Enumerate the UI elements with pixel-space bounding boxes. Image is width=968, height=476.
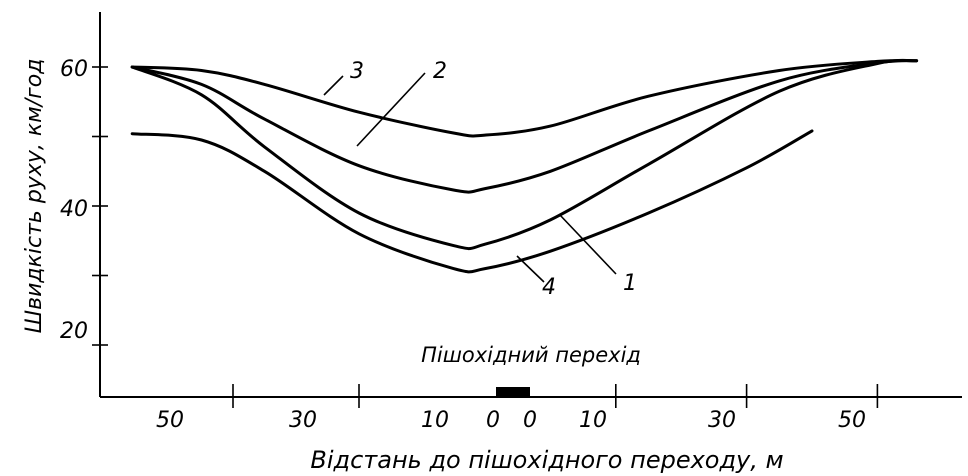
x-axis-title: Відстань до пішохідного переходу, м — [310, 446, 783, 474]
crosswalk-marker — [496, 387, 530, 397]
x-tick-label: 10 — [579, 408, 607, 433]
leader-line-3 — [323, 75, 344, 96]
curve-label-3: 3 — [350, 59, 364, 84]
y-axis-title: Швидкість руху, км/год — [22, 59, 47, 334]
series-line-4 — [130, 129, 814, 274]
curves — [130, 58, 919, 274]
leader-line-2 — [356, 72, 426, 147]
x-tick-label: 30 — [708, 408, 736, 433]
curve-label-1: 1 — [623, 271, 637, 296]
x-ticks — [232, 384, 879, 408]
curve-label-4: 4 — [542, 275, 556, 300]
x-tick-label: 0 — [486, 408, 500, 433]
crosswalk-label: Пішохідний перехід — [421, 343, 641, 367]
y-ticks — [92, 66, 108, 346]
y-tick-label: 40 — [60, 197, 88, 222]
x-tick-label: 50 — [156, 408, 184, 433]
y-tick-label: 60 — [60, 57, 88, 82]
leader-line-1 — [558, 213, 617, 275]
x-tick-label: 50 — [838, 408, 866, 433]
series-line-3 — [130, 59, 919, 138]
x-tick-label: 30 — [289, 408, 317, 433]
y-tick-label: 20 — [60, 319, 88, 344]
x-tick-label: 10 — [421, 408, 449, 433]
series-line-2 — [130, 59, 919, 194]
curve-label-2: 2 — [433, 59, 447, 84]
series-line-1 — [130, 58, 919, 251]
leader-line-4 — [516, 255, 545, 283]
x-tick-label: 0 — [523, 408, 537, 433]
